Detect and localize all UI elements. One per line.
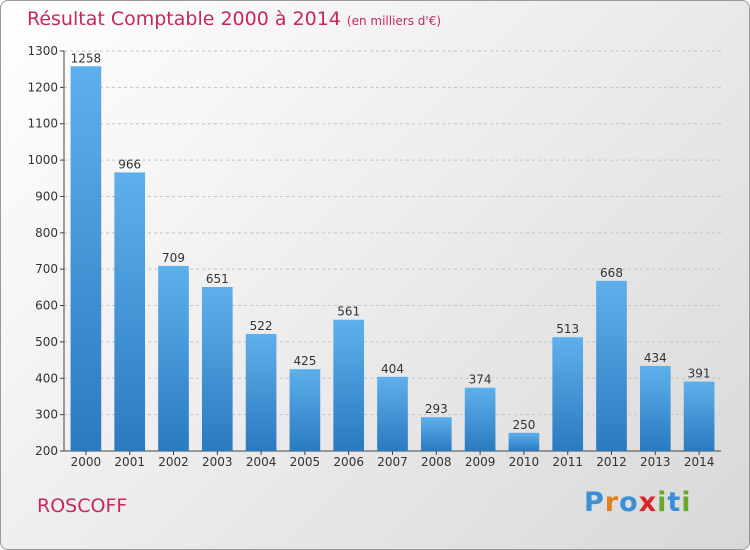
y-tick-label: 1100 (27, 117, 58, 131)
x-tick-label: 2006 (333, 455, 364, 469)
data-label: 1258 (71, 51, 102, 65)
x-tick-label: 2007 (377, 455, 408, 469)
data-label: 434 (644, 351, 667, 365)
data-label: 668 (600, 266, 623, 280)
bar (683, 381, 715, 451)
x-tick-label: 2001 (114, 455, 145, 469)
data-label: 391 (688, 367, 711, 381)
x-tick-label: 2012 (596, 455, 627, 469)
proxiti-logo: Proxiti (584, 487, 692, 518)
x-tick-label: 2008 (421, 455, 452, 469)
bar (70, 66, 102, 451)
data-label: 404 (381, 362, 404, 376)
x-tick-label: 2009 (465, 455, 496, 469)
y-tick-label: 500 (35, 335, 58, 349)
chart-title-main: Résultat Comptable 2000 à 2014 (27, 8, 341, 30)
data-labels: 1258 966 709 651 522 425 561 404 293 374 250 513 668… (71, 51, 711, 432)
y-tick-label: 200 (35, 444, 58, 458)
bar (245, 333, 277, 451)
bar (289, 369, 321, 451)
logo-letter: i (681, 487, 692, 518)
chart-title: Résultat Comptable 2000 à 2014 (en millie… (27, 8, 441, 30)
y-tick-label: 1000 (27, 153, 58, 167)
bar (377, 376, 408, 451)
y-tick-label: 900 (35, 189, 58, 203)
y-tick-label: 700 (35, 262, 58, 276)
data-label: 966 (118, 157, 141, 171)
data-label: 709 (162, 251, 185, 265)
bar (596, 280, 627, 451)
bars (70, 66, 715, 452)
logo-letter: P (584, 487, 605, 518)
data-label: 522 (250, 319, 273, 333)
y-tick-label: 600 (35, 299, 58, 313)
chart-title-unit: (en milliers d'€) (346, 14, 442, 28)
bar (508, 432, 540, 451)
city-name: ROSCOFF (37, 495, 128, 517)
x-tick-label: 2011 (552, 455, 583, 469)
logo-letter: x (638, 487, 658, 518)
bar (639, 365, 671, 451)
bar (420, 417, 452, 451)
data-label: 374 (469, 373, 492, 387)
x-tick-label: 2010 (509, 455, 540, 469)
bar (552, 337, 584, 451)
logo-letter: o (619, 487, 639, 518)
x-tick-label: 2003 (202, 455, 233, 469)
data-label: 561 (337, 305, 360, 319)
logo-letter: i (657, 487, 668, 518)
x-tick-label: 2002 (158, 455, 189, 469)
bar (464, 387, 496, 451)
logo-letter: r (604, 487, 620, 518)
data-label: 425 (293, 354, 316, 368)
x-tick-label: 2000 (71, 455, 102, 469)
x-tick-label: 2005 (290, 455, 321, 469)
x-tick-label: 2013 (640, 455, 671, 469)
data-label: 250 (512, 418, 535, 432)
bar (114, 172, 146, 452)
y-tick-label: 300 (35, 408, 58, 422)
data-label: 513 (556, 322, 579, 336)
logo-letter: t (667, 487, 682, 518)
x-tick-label: 2004 (246, 455, 277, 469)
y-tick-label: 800 (35, 226, 58, 240)
y-tick-label: 1300 (27, 44, 58, 58)
y-tick-label: 1200 (27, 80, 58, 94)
data-label: 293 (425, 402, 448, 416)
bar (201, 287, 233, 451)
bar (158, 265, 189, 451)
x-tick-label: 2014 (684, 455, 715, 469)
y-tick-label: 400 (35, 371, 58, 385)
data-label: 651 (206, 272, 229, 286)
bar (333, 319, 365, 451)
